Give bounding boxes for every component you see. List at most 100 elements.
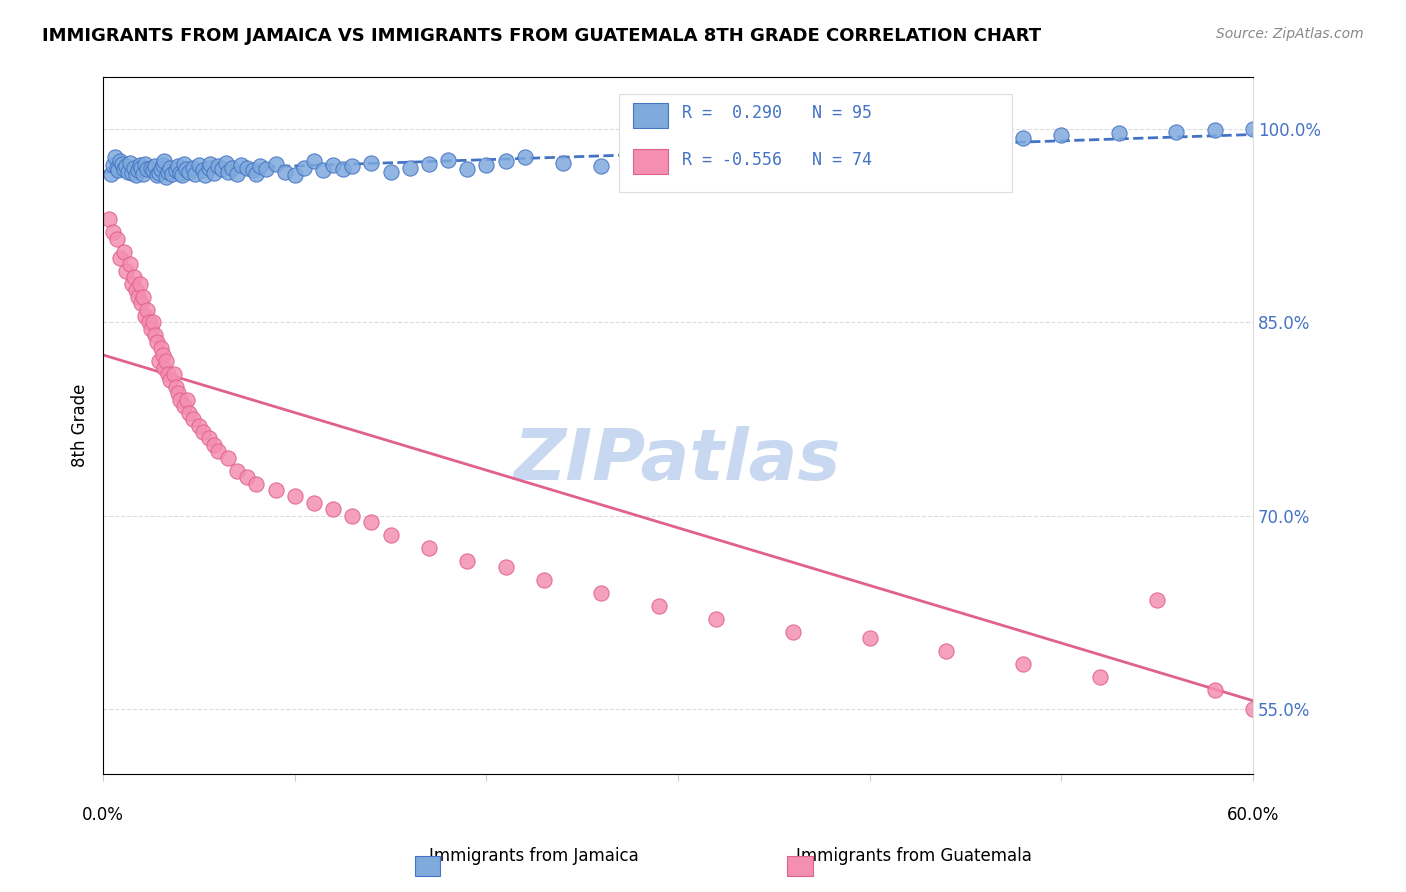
Point	[628, 153, 651, 167]
Point	[110, 154, 132, 169]
Point	[159, 161, 181, 175]
Point	[456, 161, 478, 176]
Point	[264, 157, 287, 171]
Point	[117, 164, 139, 178]
Point	[475, 158, 498, 172]
Point	[292, 161, 315, 175]
Point	[101, 225, 124, 239]
Point	[1204, 682, 1226, 697]
Point	[160, 167, 183, 181]
Point	[245, 476, 267, 491]
Point	[1204, 123, 1226, 137]
Point	[149, 341, 172, 355]
Point	[1337, 722, 1360, 736]
Point	[105, 161, 128, 175]
Point	[322, 158, 344, 172]
Point	[226, 464, 249, 478]
Point	[264, 483, 287, 497]
Point	[332, 161, 354, 176]
Point	[146, 334, 169, 349]
Point	[153, 360, 176, 375]
Point	[495, 154, 517, 169]
Point	[191, 425, 214, 439]
Point	[342, 508, 364, 523]
Point	[173, 157, 195, 171]
Point	[97, 212, 120, 227]
Point	[200, 157, 222, 171]
Point	[495, 560, 517, 574]
Point	[111, 157, 134, 171]
Point	[134, 309, 156, 323]
Point	[1050, 128, 1073, 143]
Point	[782, 624, 804, 639]
Point	[456, 554, 478, 568]
Point	[107, 163, 129, 178]
Point	[211, 161, 233, 176]
Point	[167, 160, 190, 174]
Point	[187, 158, 209, 172]
Point	[169, 166, 191, 180]
Point	[146, 169, 169, 183]
Point	[163, 367, 186, 381]
Point	[170, 169, 193, 183]
Point	[157, 164, 180, 178]
Point	[229, 158, 252, 172]
Point	[165, 380, 187, 394]
Point	[1279, 715, 1302, 730]
Point	[149, 161, 172, 176]
Point	[284, 169, 307, 183]
Text: 60.0%: 60.0%	[1226, 805, 1279, 824]
Point	[174, 161, 197, 176]
Point	[112, 161, 135, 176]
Point	[152, 158, 174, 172]
Point	[207, 160, 229, 174]
Text: 0.0%: 0.0%	[82, 805, 124, 824]
Point	[704, 612, 727, 626]
Point	[533, 574, 555, 588]
Point	[877, 141, 900, 155]
Point	[935, 644, 957, 658]
Point	[128, 277, 150, 291]
Point	[342, 160, 364, 174]
Point	[591, 586, 613, 600]
Point	[122, 161, 145, 175]
Point	[184, 167, 207, 181]
Point	[159, 373, 181, 387]
Point	[115, 160, 138, 174]
Point	[284, 490, 307, 504]
Point	[762, 150, 785, 164]
Point	[380, 528, 402, 542]
Point	[207, 444, 229, 458]
Point	[236, 470, 259, 484]
Point	[143, 160, 166, 174]
Point	[202, 438, 225, 452]
Point	[157, 367, 180, 381]
Point	[125, 283, 148, 297]
Point	[398, 161, 420, 175]
Point	[254, 161, 277, 176]
Point	[148, 354, 170, 368]
Point	[1012, 657, 1035, 671]
Point	[139, 322, 162, 336]
Point	[179, 164, 201, 178]
Point	[226, 167, 249, 181]
Point	[105, 231, 128, 245]
Point	[312, 163, 335, 178]
Point	[155, 169, 177, 184]
Y-axis label: 8th Grade: 8th Grade	[72, 384, 89, 467]
Point	[1279, 122, 1302, 136]
Text: IMMIGRANTS FROM JAMAICA VS IMMIGRANTS FROM GUATEMALA 8TH GRADE CORRELATION CHART: IMMIGRANTS FROM JAMAICA VS IMMIGRANTS FR…	[42, 27, 1042, 45]
Point	[122, 270, 145, 285]
Point	[132, 290, 155, 304]
Point	[167, 386, 190, 401]
Point	[858, 632, 880, 646]
Point	[242, 163, 264, 178]
Point	[181, 412, 204, 426]
Point	[704, 154, 727, 169]
Point	[935, 137, 957, 152]
Point	[104, 150, 127, 164]
Text: R =  0.290   N = 95: R = 0.290 N = 95	[682, 104, 872, 122]
Point	[181, 161, 204, 175]
Point	[194, 169, 217, 183]
Point	[360, 155, 382, 169]
